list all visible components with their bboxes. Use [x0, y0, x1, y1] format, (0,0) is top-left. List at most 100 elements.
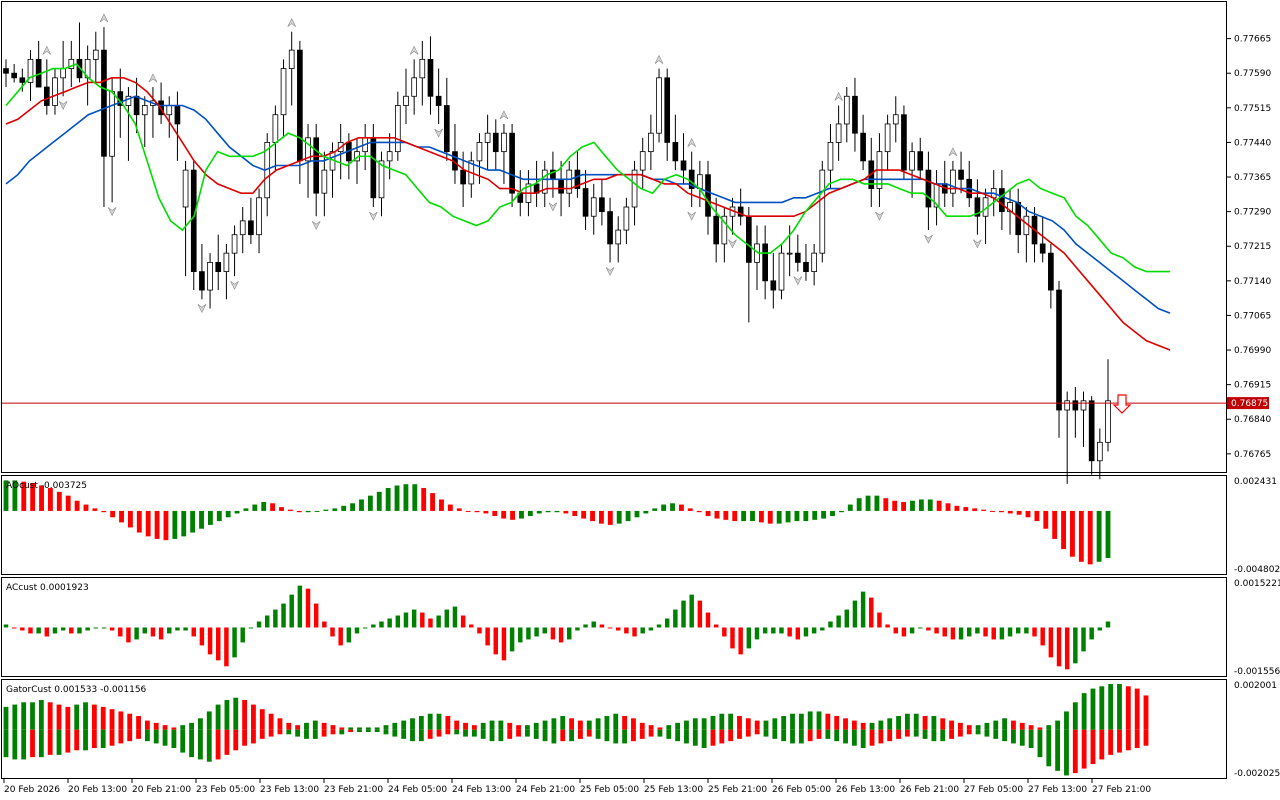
- gator-upper-bar: [798, 713, 804, 730]
- candle-body: [950, 169, 956, 194]
- ac-bar: [893, 627, 898, 634]
- ao-bar: [981, 509, 987, 511]
- ac-bar: [722, 627, 727, 637]
- ao-bar: [56, 491, 62, 511]
- candle-body: [1105, 400, 1111, 443]
- ao-bar: [830, 510, 835, 517]
- candle-body: [321, 169, 328, 194]
- candle-body: [386, 151, 393, 162]
- gator-upper-bar: [622, 716, 628, 730]
- time-tick-label: 27 Feb 05:00: [964, 785, 1023, 795]
- fractal-up-icon: [834, 91, 843, 101]
- candle-body: [501, 132, 507, 153]
- gator-lower-bar: [463, 729, 468, 737]
- ao-bar: [341, 505, 347, 511]
- gator-lower-bar: [12, 729, 18, 760]
- fractal-up-icon: [687, 137, 696, 147]
- fractal-up-icon: [654, 54, 664, 64]
- ao-bar: [30, 482, 36, 511]
- current-price-tag: [1227, 397, 1269, 410]
- time-tick-label: 25 Feb 13:00: [644, 785, 703, 795]
- price-tick-label: 0.77440: [1234, 138, 1271, 148]
- ac-bar: [967, 627, 972, 637]
- ao-bar: [101, 510, 107, 513]
- ac-panel[interactable]: [1, 577, 1227, 677]
- ao-bar: [527, 510, 533, 517]
- main-price-panel[interactable]: [1, 1, 1227, 473]
- ac-bar: [1105, 621, 1111, 628]
- ac-bar: [175, 627, 180, 631]
- ao-bar: [856, 498, 862, 511]
- ac-bar: [256, 621, 262, 628]
- price-tick-label: 0.76915: [1234, 381, 1271, 391]
- gator-lower-bar: [47, 729, 53, 755]
- gator-lower-bar: [719, 729, 725, 744]
- ao-bar: [430, 493, 436, 511]
- ac-bar: [901, 627, 907, 637]
- gator-lower-bar: [1064, 729, 1069, 776]
- candle-body: [623, 206, 630, 231]
- ac-bar: [615, 627, 621, 631]
- fractal-down-icon: [434, 128, 443, 138]
- gator-lower-bar: [357, 729, 362, 733]
- gator-lower-bar: [321, 729, 327, 737]
- candle-body: [435, 95, 442, 106]
- gator-upper-bar: [958, 722, 963, 730]
- ac-bar: [1073, 627, 1078, 664]
- ao-bar: [163, 510, 169, 541]
- time-tick-label: 24 Feb 21:00: [516, 785, 575, 795]
- candle-body: [582, 188, 589, 217]
- ao-bar: [803, 510, 809, 522]
- candle-body: [1039, 243, 1046, 254]
- ac-axis-max: 0.0015221: [1234, 579, 1280, 589]
- ac-bar: [371, 624, 376, 628]
- gator-lower-bar: [772, 729, 778, 739]
- ao-axis-max: 0.002431: [1234, 477, 1277, 487]
- gator-lower-bar: [507, 729, 513, 739]
- gator-upper-bar: [851, 720, 857, 730]
- candle-body: [590, 197, 597, 217]
- gator-upper-bar: [489, 720, 495, 730]
- gator-lower-bar: [206, 729, 212, 762]
- gator-lower-bar: [887, 729, 893, 742]
- ao-bar: [3, 480, 9, 511]
- gator-lower-bar: [1143, 729, 1149, 746]
- candle-body: [721, 215, 728, 245]
- ac-bar: [362, 627, 368, 629]
- gator-upper-bar: [860, 722, 866, 730]
- ac-bar: [305, 588, 311, 628]
- candle-body: [52, 77, 58, 106]
- gator-upper-bar: [1028, 725, 1034, 730]
- ao-panel[interactable]: [1, 475, 1227, 575]
- candle-body: [403, 95, 409, 106]
- fractal-up-icon: [409, 45, 419, 55]
- ac-bar: [411, 609, 417, 628]
- gator-axis-max: 0.002001: [1234, 681, 1277, 691]
- gator-lower-bar: [91, 729, 97, 749]
- gator-lower-bar: [666, 729, 672, 739]
- ao-bar: [12, 480, 18, 511]
- ac-bar: [1056, 627, 1062, 667]
- fractal-down-icon: [369, 211, 378, 221]
- ac-bar: [803, 627, 809, 637]
- ao-bar: [323, 509, 329, 511]
- ac-bar: [730, 627, 735, 649]
- gator-lower-bar: [295, 729, 301, 737]
- ao-bar: [634, 510, 640, 518]
- ao-bar: [154, 510, 160, 539]
- gator-upper-bar: [21, 702, 27, 730]
- ao-bar: [394, 485, 400, 511]
- ac-bar: [216, 627, 221, 661]
- candle-body: [256, 197, 262, 236]
- gator-upper-bar: [277, 718, 283, 730]
- ao-bar: [447, 504, 453, 511]
- ac-bar: [673, 609, 678, 628]
- gator-lower-bar: [1028, 729, 1034, 749]
- ao-panel-label: AOcust -0.003725: [6, 481, 87, 491]
- gator-upper-bar: [233, 697, 239, 730]
- ac-bar: [224, 627, 229, 667]
- ao-bar: [678, 504, 684, 511]
- ac-bar: [207, 627, 213, 655]
- gator-lower-bar: [65, 729, 71, 753]
